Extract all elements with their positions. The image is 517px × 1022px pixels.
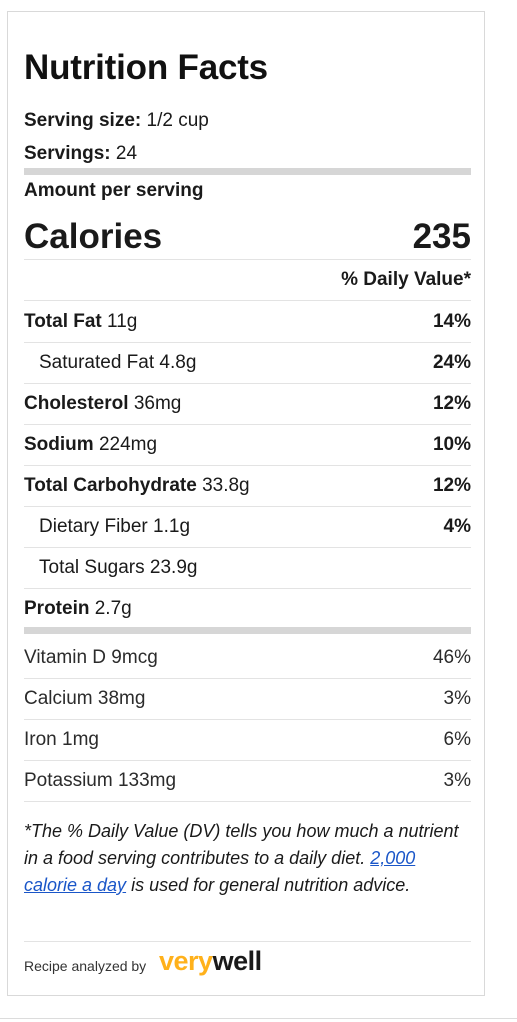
nutrient-daily-value: 14% [432,311,471,332]
vitamin-row: Calcium 38mg 3% [24,679,471,720]
row-divider [24,506,471,507]
serving-size-label: Serving size: [24,110,142,131]
nutrient-daily-value: 24% [432,352,471,373]
vitamin-daily-value: 3% [443,688,471,709]
analyzed-by-label: Recipe analyzed by [24,958,147,974]
row-divider [24,760,471,761]
nutrient-daily-value: 10% [432,434,471,455]
nutrient-row: Cholesterol 36mg 12% [24,384,471,425]
nutrient-daily-value: 12% [432,475,471,496]
nutrient-amount: 1.1g [153,516,191,537]
vitamin-daily-value: 46% [432,647,471,668]
nutrient-name: Dietary Fiber [39,516,148,537]
nutrient-amount: 36mg [133,393,182,414]
vitamin-label: Vitamin D 9mcg [24,647,158,669]
vitamin-label: Iron 1mg [24,729,99,751]
nutrient-label: Protein 2.7g [24,598,132,620]
divider [24,941,471,942]
nutrient-row: Saturated Fat 4.8g 24% [24,343,471,384]
nutrient-amount: 224mg [98,434,158,455]
vitamin-label: Potassium 133mg [24,770,176,792]
nutrient-name: Saturated Fat [39,352,155,373]
servings: Servings: 24 [24,143,137,165]
row-divider [24,588,471,589]
vitamin-amount: 133mg [117,770,177,791]
servings-label: Servings: [24,143,111,164]
calories-label: Calories [24,217,163,256]
page-title: Nutrition Facts [24,48,268,87]
nutrient-label: Saturated Fat 4.8g [39,352,196,374]
row-divider [24,465,471,466]
amount-per-serving-label: Amount per serving [24,180,204,201]
calories-value: 235 [412,217,471,256]
nutrient-label: Total Sugars 23.9g [39,557,197,579]
nutrient-name: Total Sugars [39,557,145,578]
calorie-link[interactable]: 2,000 calorie a day [24,848,416,895]
vitamin-amount: 9mcg [111,647,158,668]
nutrient-row: Protein 2.7g [24,589,471,630]
nutrient-name: Total Fat [24,311,102,332]
daily-value-footnote: *The % Daily Value (DV) tells you how mu… [24,818,471,899]
nutrient-amount: 2.7g [94,598,132,619]
nutrient-name: Cholesterol [24,393,129,414]
vitamin-name: Iron [24,729,57,750]
servings-value: 24 [115,143,138,164]
nutrient-amount: 33.8g [202,475,250,496]
logo-part-very: very [159,946,213,976]
vitamin-row: Iron 1mg 6% [24,720,471,761]
vitamin-name: Calcium [24,688,93,709]
page-bottom-divider [0,1018,517,1019]
row-divider [24,801,471,802]
nutrient-name: Protein [24,598,90,619]
vitamin-row: Vitamin D 9mcg 46% [24,638,471,679]
nutrient-daily-value: 4% [443,516,471,537]
vitamin-amount: 38mg [97,688,146,709]
nutrition-facts-card: Nutrition Facts Serving size: 1/2 cup Se… [7,11,485,996]
nutrient-row: Total Sugars 23.9g [24,548,471,589]
vitamin-daily-value: 3% [443,770,471,791]
vitamin-label: Calcium 38mg [24,688,145,710]
divider [24,300,471,301]
row-divider [24,547,471,548]
divider-thick [24,627,471,634]
row-divider [24,424,471,425]
serving-size: Serving size: 1/2 cup [24,110,209,132]
nutrient-name: Sodium [24,434,94,455]
daily-value-header: % Daily Value* [341,269,471,290]
vitamin-amount: 1mg [62,729,99,750]
nutrient-row: Dietary Fiber 1.1g 4% [24,507,471,548]
nutrient-amount: 23.9g [149,557,198,578]
row-divider [24,383,471,384]
row-divider [24,342,471,343]
divider-thick [24,168,471,175]
nutrient-label: Total Fat 11g [24,311,137,333]
nutrient-label: Cholesterol 36mg [24,393,181,415]
nutrient-daily-value: 12% [432,393,471,414]
logo-part-well: well [212,946,263,976]
nutrient-label: Dietary Fiber 1.1g [39,516,190,538]
nutrient-label: Total Carbohydrate 33.8g [24,475,250,497]
nutrient-row: Total Fat 11g 14% [24,302,471,343]
nutrient-label: Sodium 224mg [24,434,157,456]
nutrient-amount: 4.8g [159,352,197,373]
footnote-text-before: *The % Daily Value (DV) tells you how mu… [24,821,459,868]
vitamin-name: Vitamin D [24,647,107,668]
vitamin-name: Potassium [24,770,113,791]
nutrient-row: Total Carbohydrate 33.8g 12% [24,466,471,507]
row-divider [24,678,471,679]
vitamin-row: Potassium 133mg 3% [24,761,471,802]
divider [24,259,471,260]
verywell-logo[interactable]: verywell [159,946,262,977]
nutrient-row: Sodium 224mg 10% [24,425,471,466]
nutrient-name: Total Carbohydrate [24,475,197,496]
serving-size-value: 1/2 cup [146,110,209,131]
row-divider [24,719,471,720]
nutrient-amount: 11g [107,311,138,332]
footnote-text-after: is used for general nutrition advice. [131,875,411,895]
vitamin-daily-value: 6% [443,729,471,750]
